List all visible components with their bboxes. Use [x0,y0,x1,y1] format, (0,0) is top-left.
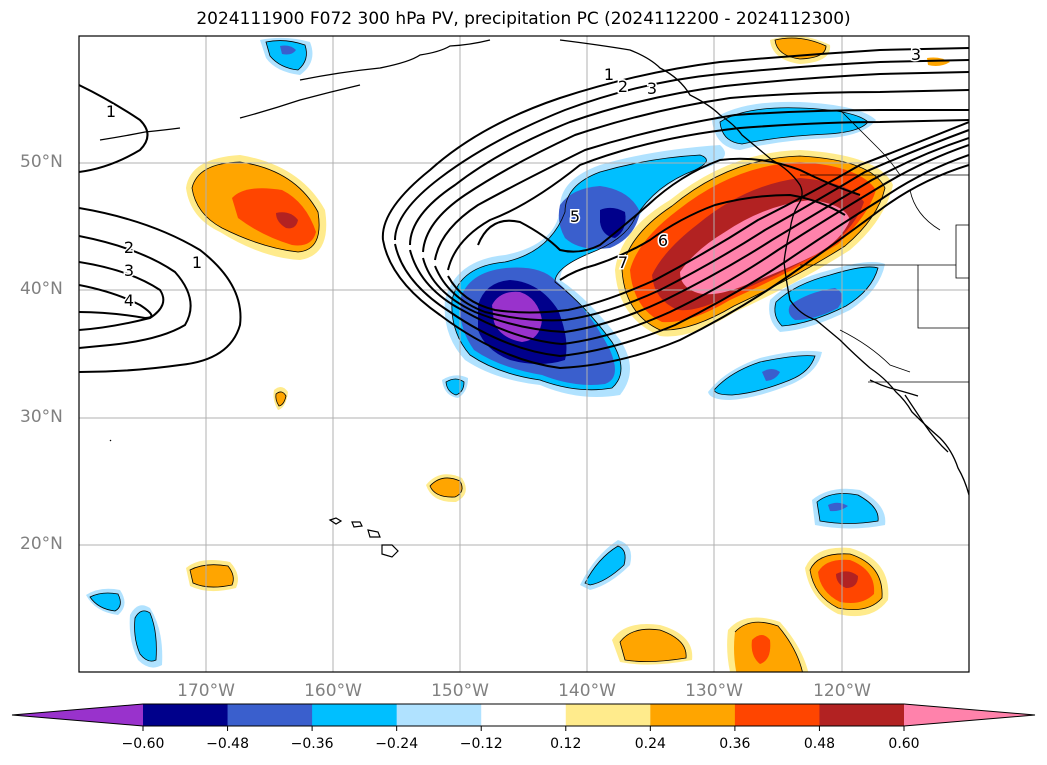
colorbar-tick-label: −0.36 [290,736,334,752]
colorbar-tick-label: 0.24 [634,736,666,752]
colorbar-tick-label: −0.60 [121,736,165,752]
pv-label: 1 [106,102,116,121]
political-borders [800,109,969,383]
colorbar-tick-label: −0.12 [459,736,503,752]
colorbar-bin [312,704,398,726]
colorbar-bin [819,704,905,726]
colorbar-outline [11,703,1036,727]
colorbar-bin [565,704,651,726]
pv-label: 2 [124,238,134,257]
precip-positive-region-north-pacific [186,155,327,260]
colorbar-bin [481,704,567,726]
colorbar-tick-label: −0.48 [206,736,249,752]
colorbar-bin [650,704,736,726]
lon-label-130w: 130°W [685,681,743,701]
pv-contour-labels: 1 2 3 4 1 5 7 6 1 2 3 3 [104,44,922,312]
colorbar-tick-label: −0.24 [375,736,419,752]
colorbar-tick-label: 0.48 [803,736,836,752]
colorbar-tick-label: 0.36 [719,736,751,752]
lon-label-160w: 160°W [304,681,362,701]
pv-label: 3 [911,45,921,64]
map-frame [78,35,970,673]
pv-label: 4 [124,291,134,310]
lon-label-150w: 150°W [431,681,489,701]
lon-label-170w: 170°W [177,681,235,701]
colorbar-tick-label: 0.12 [550,736,582,752]
pv-label: 2 [618,77,628,96]
colorbar-bin [143,704,229,726]
precip-outlines [89,37,886,672]
colorbar-bin [396,704,482,726]
lat-label-40n: 40°N [20,279,63,299]
colorbar-ticks [142,726,905,731]
pv-label: 3 [647,79,657,98]
pv-label: 1 [604,65,614,84]
precip-positive-region-small [186,36,950,672]
lon-label-140w: 140°W [558,681,616,701]
gridlines [79,36,969,672]
pv-contours [79,47,969,373]
island-outlines [109,439,399,558]
colorbar-extend-min [12,704,143,726]
pv-label: 3 [124,261,134,280]
colorbar-segments [12,704,1035,726]
figure-title: 2024111900 F072 300 hPa PV, precipitatio… [196,9,851,29]
map-panel: 1 2 3 4 1 5 7 6 1 2 3 3 [78,35,970,673]
pv-label: 1 [192,253,202,272]
pv-label: 6 [658,231,668,250]
pv-label: 7 [618,253,628,272]
lon-label-120w: 120°W [813,681,871,701]
colorbar-tick-label: 0.60 [888,736,920,752]
lat-label-50n: 50°N [20,152,63,172]
lat-label-30n: 30°N [20,407,63,427]
lat-label-20n: 20°N [20,534,63,554]
colorbar-bin [734,704,820,726]
colorbar-bin [227,704,313,726]
colorbar-extend-max [904,704,1035,726]
pv-label: 5 [570,207,580,226]
